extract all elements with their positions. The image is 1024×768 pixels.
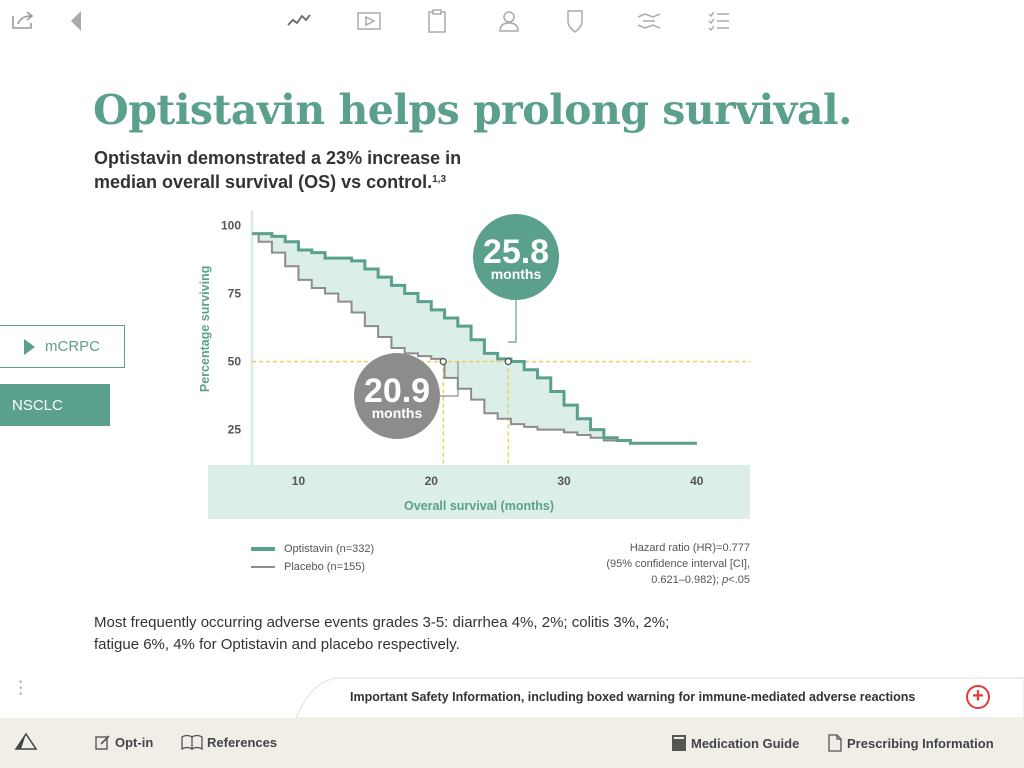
callout-value-optistavin: 25.8 bbox=[483, 233, 549, 271]
legend-swatch-placebo bbox=[251, 566, 275, 568]
callout-leader-placebo bbox=[440, 361, 459, 397]
hazard-ratio-note: Hazard ratio (HR)=0.777 (95% confidence … bbox=[560, 540, 750, 588]
isi-banner-shape bbox=[296, 677, 1024, 718]
subtitle-line-1: Optistavin demonstrated a 23% increase i… bbox=[94, 148, 462, 168]
menu-triangle-icon[interactable] bbox=[14, 728, 38, 752]
x-tick-label: 30 bbox=[557, 474, 571, 488]
x-tick-label: 40 bbox=[690, 474, 704, 488]
book-icon bbox=[181, 734, 203, 750]
chart-legend: Optistavin (n=332) Placebo (n=155) bbox=[251, 540, 374, 576]
y-axis-label: Percentage surviving bbox=[198, 266, 212, 392]
isi-expand-plus-icon[interactable]: + bbox=[966, 685, 990, 709]
survival-chart: 25 50 75 100 10 20 30 40 Overall survival (month… bbox=[198, 210, 750, 519]
page-title: Optistavin helps prolong survival. bbox=[93, 86, 852, 134]
back-arrow-icon[interactable] bbox=[60, 6, 90, 36]
adverse-events-text: Most frequently occurring adverse events… bbox=[94, 612, 734, 656]
tab-nsclc[interactable]: NSCLC bbox=[0, 384, 110, 426]
callout-leader-optistavin bbox=[508, 300, 517, 343]
document-icon bbox=[828, 734, 842, 752]
legend-label-optistavin: Optistavin (n=332) bbox=[284, 543, 375, 555]
share-icon[interactable] bbox=[8, 6, 38, 36]
tab-mcrpc-label: mCRPC bbox=[45, 338, 100, 355]
legend-item-optistavin: Optistavin (n=332) bbox=[251, 540, 374, 558]
top-toolbar bbox=[0, 0, 1024, 44]
shield-icon[interactable] bbox=[560, 6, 590, 36]
clipboard-icon[interactable] bbox=[422, 6, 452, 36]
x-tick-label: 10 bbox=[292, 474, 306, 488]
callout-value-placebo: 20.9 bbox=[364, 372, 430, 410]
survival-gap-area bbox=[252, 233, 697, 444]
isi-banner[interactable]: Important Safety Information, including … bbox=[296, 676, 1024, 718]
chart-line-icon[interactable] bbox=[284, 6, 314, 36]
guide-book-icon bbox=[672, 735, 686, 751]
legend-item-placebo: Placebo (n=155) bbox=[251, 558, 374, 576]
medication-guide-label: Medication Guide bbox=[691, 735, 800, 751]
legend-swatch-optistavin bbox=[251, 547, 275, 551]
references-button[interactable]: References bbox=[181, 734, 277, 750]
prescribing-information-label: Prescribing Information bbox=[847, 735, 994, 751]
callout-circle-optistavin bbox=[473, 214, 559, 300]
handshake-icon[interactable] bbox=[634, 6, 664, 36]
x-axis-band bbox=[208, 465, 750, 519]
adverse-events-line-2: fatigue 6%, 4% for Optistavin and placeb… bbox=[94, 636, 460, 653]
median-point-optistavin bbox=[504, 357, 512, 366]
medication-guide-button[interactable]: Medication Guide bbox=[671, 734, 799, 752]
x-tick-label: 20 bbox=[425, 474, 439, 488]
adverse-events-line-1: Most frequently occurring adverse events… bbox=[94, 614, 670, 631]
y-tick-label: 25 bbox=[228, 423, 242, 437]
opt-in-label: Opt-in bbox=[115, 734, 154, 750]
page-subtitle: Optistavin demonstrated a 23% increase i… bbox=[94, 146, 524, 194]
edit-icon bbox=[95, 735, 110, 750]
opt-in-button[interactable]: Opt-in bbox=[95, 734, 153, 750]
hazard-line-3: 0.621–0.982); p<.05 bbox=[651, 574, 750, 586]
callout-circle-placebo bbox=[354, 353, 440, 439]
play-arrow-icon bbox=[24, 338, 35, 355]
y-tick-label: 75 bbox=[228, 287, 242, 301]
y-tick-label: 100 bbox=[221, 218, 241, 232]
series-line-placebo bbox=[252, 232, 697, 445]
person-icon[interactable] bbox=[494, 6, 524, 36]
isi-text: Important Safety Information, including … bbox=[350, 690, 916, 704]
checklist-icon[interactable] bbox=[704, 6, 734, 36]
video-icon[interactable] bbox=[354, 6, 384, 36]
callout-unit-optistavin: months bbox=[491, 266, 542, 282]
drag-handle-icon[interactable]: • • • bbox=[19, 677, 23, 700]
references-label: References bbox=[207, 734, 278, 750]
y-tick-label: 50 bbox=[228, 355, 242, 369]
subtitle-line-2: median overall survival (OS) vs control. bbox=[94, 172, 433, 192]
bottom-bar: Opt-in References Medication Guide Presc… bbox=[0, 718, 1024, 768]
tab-mcrpc[interactable]: mCRPC bbox=[0, 325, 125, 368]
x-axis-label: Overall survival (months) bbox=[404, 499, 554, 513]
callout-unit-placebo: months bbox=[372, 405, 423, 421]
prescribing-information-button[interactable]: Prescribing Information bbox=[827, 734, 994, 752]
subtitle-reference: 1,3 bbox=[432, 174, 447, 185]
hazard-line-2: (95% confidence interval [CI], bbox=[606, 558, 750, 570]
series-line-optistavin bbox=[252, 232, 697, 445]
median-point-placebo bbox=[439, 357, 447, 366]
hazard-line-1: Hazard ratio (HR)=0.777 bbox=[629, 542, 750, 554]
legend-label-placebo: Placebo (n=155) bbox=[284, 561, 366, 573]
